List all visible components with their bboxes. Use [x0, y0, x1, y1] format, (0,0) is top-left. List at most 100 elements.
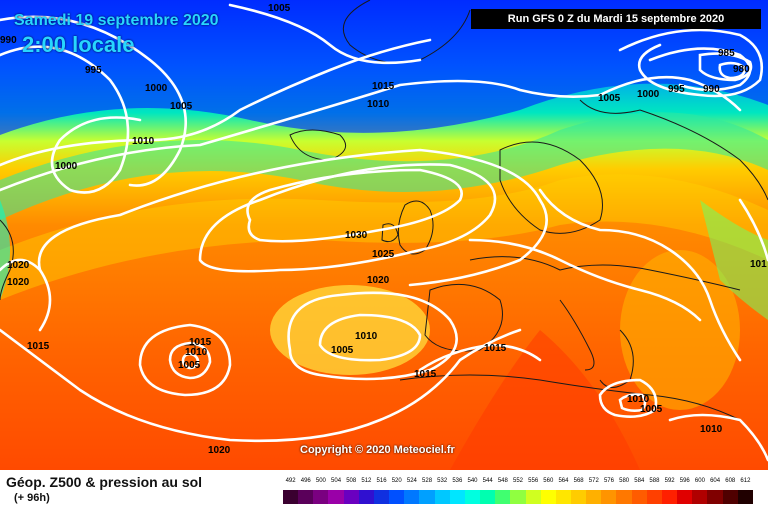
isobar-1015-europe	[538, 188, 742, 362]
legend-tick-label: 516	[376, 478, 387, 484]
legend-swatch	[449, 490, 465, 504]
isobar-label: 1005	[331, 345, 354, 356]
isobar-label: 1010	[185, 347, 208, 358]
legend-tick-label: 540	[467, 478, 478, 484]
north-africa-high	[450, 330, 640, 470]
legend-swatch	[586, 490, 602, 504]
europe-north-coast	[469, 256, 741, 291]
isobar-label: 1005	[178, 360, 201, 371]
copyright-notice: Copyright © 2020 Meteociel.fr	[300, 444, 455, 456]
legend-tick-label: 532	[437, 478, 448, 484]
forecast-lead: (+ 96h)	[14, 492, 50, 504]
isobar-label: 1015	[414, 369, 437, 380]
legend-swatch	[646, 490, 662, 504]
isobars	[0, 3, 768, 462]
isobar-label: 1005	[598, 93, 621, 104]
isobar-label: 980	[733, 64, 750, 75]
isobar-label: 1005	[268, 3, 291, 14]
low-height-band	[0, 0, 768, 135]
z500-field	[0, 0, 768, 470]
legend-swatch	[358, 490, 374, 504]
legend-swatch	[434, 490, 450, 504]
isobar-label: 1020	[208, 445, 231, 456]
legend-swatch	[737, 490, 753, 504]
isobar-1010-center	[318, 313, 422, 362]
isobar-label: 990	[0, 35, 17, 46]
legend-tick-label: 524	[406, 478, 417, 484]
legend-swatch	[283, 490, 299, 504]
legend-tick-label: 536	[452, 478, 463, 484]
isobar-label: 1015	[372, 81, 395, 92]
isobar-1005-med	[618, 393, 647, 412]
footer-bar: Géop. Z500 & pression au sol (+ 96h) 492…	[0, 470, 768, 512]
legend-tick-label: 548	[497, 478, 508, 484]
isobar-label: 1010	[132, 136, 155, 147]
ireland-coast	[381, 223, 399, 243]
legend-swatch	[510, 490, 526, 504]
legend-swatch	[661, 490, 678, 504]
forecast-time: 2:00 locale	[22, 32, 135, 57]
legend-swatch	[495, 490, 511, 504]
legend-swatch	[631, 490, 647, 504]
legend-tick-label: 504	[331, 478, 342, 484]
legend-swatch	[616, 490, 632, 504]
map-title: Géop. Z500 & pression au sol	[6, 474, 203, 490]
legend-tick-label: 604	[710, 478, 721, 484]
isobar-label: 1030	[345, 230, 368, 241]
legend-swatch	[540, 490, 556, 504]
legend-swatch	[298, 490, 314, 504]
isobar-label: 1005	[640, 404, 663, 415]
color-legend: 492 496 500 504 508 512 516 520 524 528 532 536 540 5…	[283, 478, 753, 506]
legend-swatch	[555, 490, 571, 504]
coastlines	[0, 0, 768, 421]
legend-swatch	[692, 490, 708, 504]
ridge-band	[0, 174, 768, 300]
isobar-1020-high	[37, 148, 548, 287]
isobar-label: 1010	[627, 394, 650, 405]
isobar-1005-west	[0, 15, 188, 187]
legend-swatch	[480, 490, 496, 504]
model-run-label: Run GFS 0 Z du Mardi 15 septembre 2020	[471, 9, 761, 29]
legend-bar	[283, 490, 753, 504]
isobar-label: 1015	[27, 341, 50, 352]
iceland-coast	[289, 129, 347, 161]
legend-tick-label: 500	[315, 478, 326, 484]
legend-tick-label: 580	[619, 478, 630, 484]
isobar-985-east	[698, 52, 753, 82]
isobar-1015-iberia	[418, 343, 542, 372]
legend-tick-label: 528	[422, 478, 433, 484]
isobar-label: 995	[668, 84, 685, 95]
forecast-date: Samedi 19 septembre 2020	[14, 12, 219, 29]
legend-tick-label: 608	[725, 478, 736, 484]
isobar-label: 1000	[55, 161, 78, 172]
isobar-label: 1010	[367, 99, 390, 110]
legend-tick-label: 612	[740, 478, 751, 484]
legend-tick-label: 492	[285, 478, 296, 484]
isobar-995-east	[618, 28, 764, 98]
barents-coast	[579, 99, 641, 114]
italy-coast	[559, 299, 595, 371]
legend-swatch	[525, 490, 541, 504]
legend-swatch	[389, 490, 405, 504]
russia-coast	[639, 109, 768, 201]
isobar-label: 1020	[367, 275, 390, 286]
canada-coast	[0, 219, 14, 301]
isobar-1000-west	[0, 45, 142, 194]
legend-swatch	[464, 490, 481, 504]
isobar-1005-azores	[181, 352, 200, 370]
isobar-1020-south	[0, 328, 522, 443]
legend-swatch	[419, 490, 435, 504]
legend-tick-label: 588	[649, 478, 660, 484]
east-ridge	[620, 250, 740, 410]
legend-tick-label: 600	[694, 478, 705, 484]
isobar-label: 101	[750, 259, 767, 270]
legend-swatch	[343, 490, 359, 504]
legend-swatch	[601, 490, 617, 504]
isobar-1025-high	[198, 163, 497, 273]
legend-swatch	[722, 490, 738, 504]
legend-swatch	[404, 490, 420, 504]
isobar-980-east	[718, 61, 747, 80]
isobar-label: 1010	[700, 424, 723, 435]
legend-swatch	[373, 490, 390, 504]
